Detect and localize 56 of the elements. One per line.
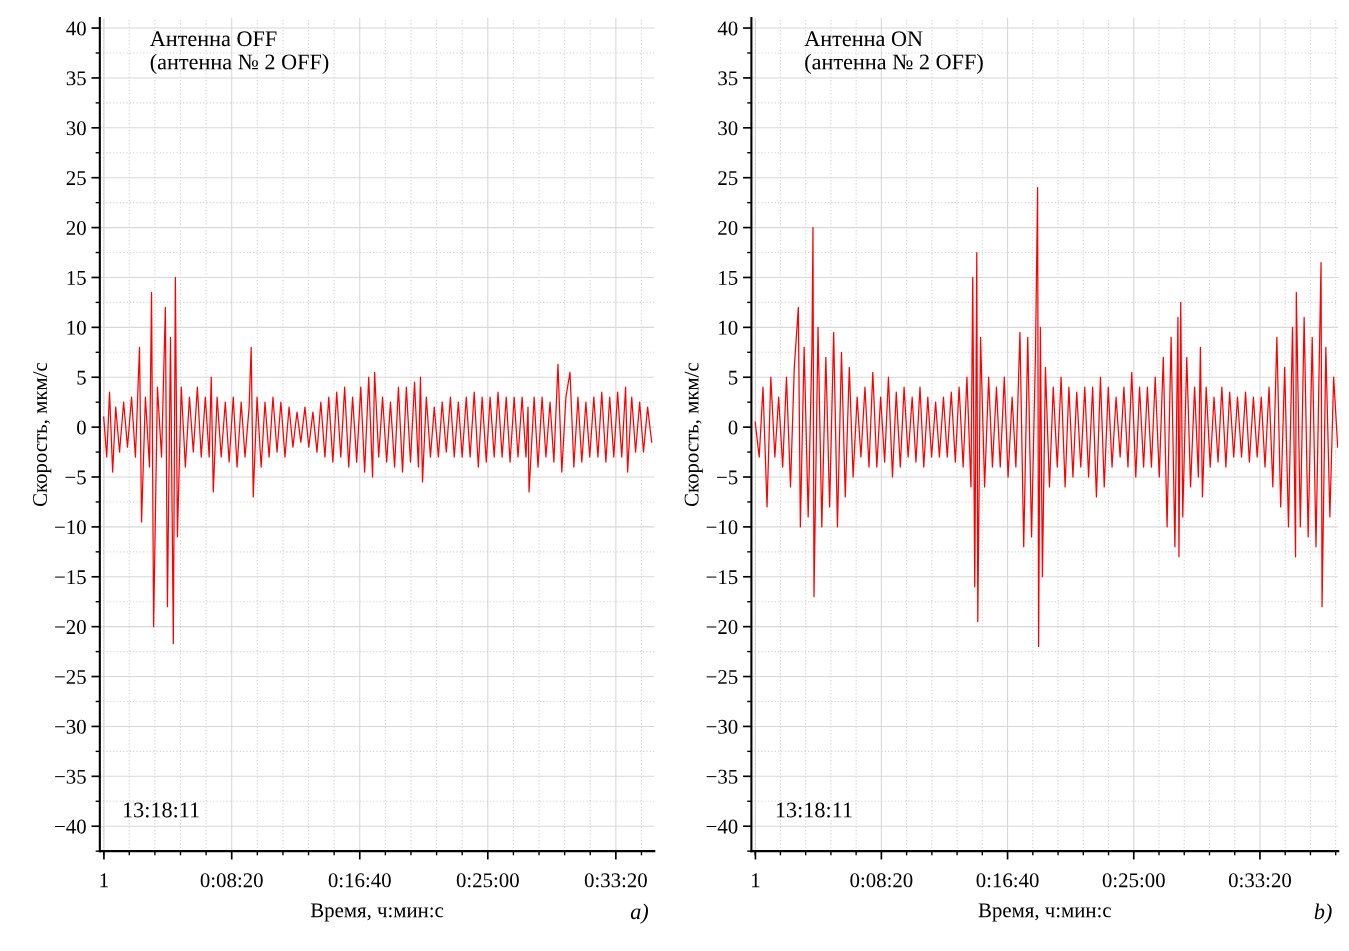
- x-tick-label: 1: [752, 873, 760, 888]
- x-tick-label: 0:16:40: [976, 873, 1039, 888]
- y-tick-label: −5: [65, 470, 86, 485]
- y-tick-label: 0: [728, 420, 738, 435]
- text: b): [1314, 903, 1332, 924]
- x-tick-label: 0:08:20: [850, 873, 913, 888]
- line-series: [754, 187, 1339, 648]
- y-tick-label: 40: [717, 21, 738, 36]
- y-tick-label: 15: [719, 270, 738, 285]
- text: a): [630, 903, 649, 924]
- x-axis-title: Время, ч:мин:с: [978, 903, 1111, 922]
- x-tick-label: 0:33:20: [1228, 873, 1291, 888]
- y-axis-title: Скорость, мкм/с: [33, 362, 52, 507]
- x-tick-label: 0:33:20: [584, 873, 647, 888]
- y-tick-label: −10: [55, 520, 86, 535]
- y-tick-label: 30: [66, 121, 86, 136]
- y-tick-label: 30: [718, 121, 738, 136]
- y-tick-label: 5: [728, 370, 738, 385]
- y-tick-label: −20: [55, 620, 86, 635]
- y-tick-label: −40: [55, 819, 86, 834]
- y-tick-label: 25: [66, 171, 86, 186]
- annotation: Антенна ON (антенна № 2 OFF): [804, 31, 983, 74]
- y-tick-label: −15: [55, 570, 86, 585]
- x-tick-label: 0:25:00: [1102, 873, 1165, 888]
- y-tick-label: −30: [55, 719, 86, 734]
- annotation: 13:18:11: [123, 802, 199, 818]
- x-tick-label: 0:25:00: [456, 873, 519, 888]
- annotation: Антенна OFF (антенна № 2 OFF): [149, 31, 329, 74]
- y-tick-label: −5: [717, 470, 738, 485]
- x-axis-title: Время, ч:мин:с: [310, 903, 444, 922]
- y-tick-label: 40: [66, 21, 86, 36]
- y-tick-label: 20: [718, 220, 738, 236]
- y-tick-label: 35: [718, 71, 738, 86]
- y-tick-label: 0: [77, 420, 86, 435]
- y-tick-label: 5: [77, 370, 86, 385]
- y-tick-label: −20: [706, 620, 738, 635]
- y-tick-label: 20: [66, 220, 86, 236]
- y-tick-label: 10: [67, 320, 86, 335]
- annotation: 13:18:11: [776, 802, 852, 818]
- y-tick-label: −15: [706, 570, 738, 585]
- y-tick-label: −25: [55, 669, 86, 684]
- y-axis-title: Скорость, мкм/с: [684, 362, 703, 507]
- y-tick-label: −35: [55, 769, 86, 784]
- y-tick-label: −40: [706, 819, 738, 834]
- y-tick-label: −25: [706, 669, 738, 684]
- y-tick-label: 35: [66, 71, 86, 86]
- line-series: [103, 276, 653, 645]
- y-tick-label: 10: [719, 320, 738, 335]
- x-tick-label: 1: [100, 873, 108, 888]
- y-tick-label: −30: [706, 719, 738, 734]
- y-tick-label: 25: [718, 171, 738, 186]
- y-tick-label: −10: [706, 520, 738, 535]
- x-tick-label: 0:16:40: [328, 873, 391, 888]
- x-tick-label: 0:08:20: [200, 873, 263, 888]
- y-tick-label: −35: [706, 769, 738, 784]
- y-tick-label: 15: [67, 270, 86, 285]
